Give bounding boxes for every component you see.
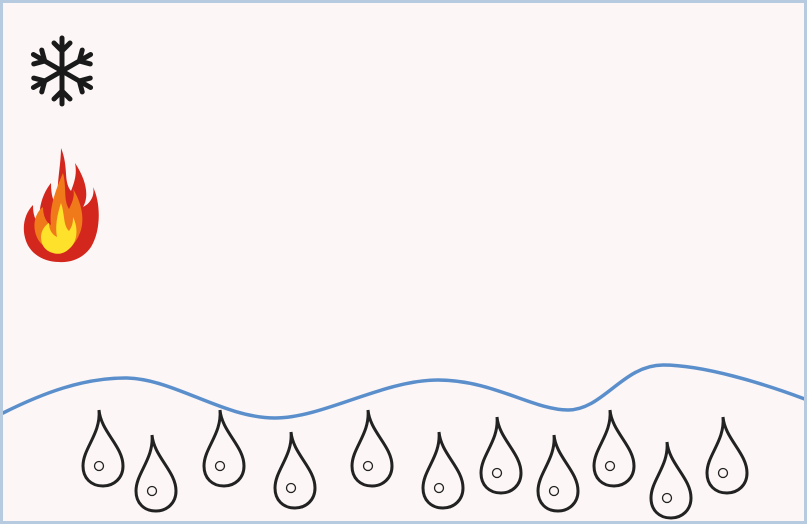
droplet-8	[536, 434, 580, 513]
droplet-11	[705, 416, 749, 495]
fire-icon	[23, 148, 99, 263]
droplet-5	[350, 409, 394, 488]
snowflake-icon	[30, 35, 94, 107]
droplet-9	[592, 409, 636, 488]
droplet-6	[421, 431, 465, 510]
diagram-canvas	[3, 35, 804, 520]
droplet-2	[134, 434, 178, 513]
water-surface-line	[3, 363, 804, 420]
droplet-10	[649, 441, 693, 520]
fire-inner-flame	[41, 203, 77, 254]
droplet-4	[273, 431, 317, 510]
droplet-3	[202, 409, 246, 488]
droplet-7	[479, 416, 523, 495]
droplet-1	[81, 409, 125, 488]
droplets	[81, 409, 749, 520]
